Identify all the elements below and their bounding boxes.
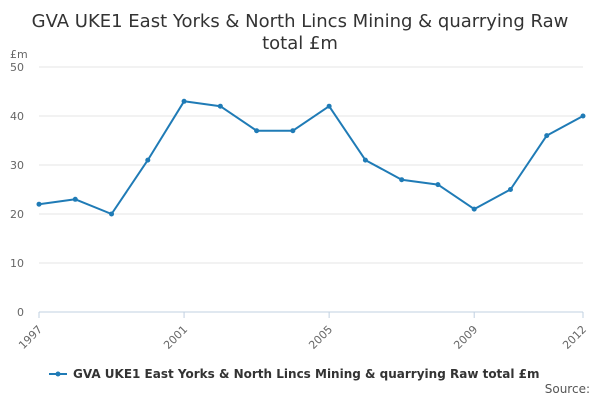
y-tick-label: 30	[10, 159, 24, 172]
y-axis-unit-label: £m	[10, 48, 28, 61]
data-point[interactable]	[72, 196, 78, 202]
series-line	[38, 100, 584, 215]
data-point[interactable]	[435, 182, 441, 188]
grid-lines	[39, 66, 583, 264]
x-tick-label: 1997	[16, 323, 45, 352]
data-point[interactable]	[181, 98, 187, 104]
tick-labels: 0 10 20 30 40 50 1997 2001 2005 2009 2012	[10, 61, 589, 352]
data-point[interactable]	[36, 201, 42, 207]
legend-entry-label: GVA UKE1 East Yorks & North Lincs Mining…	[73, 367, 540, 381]
data-point[interactable]	[109, 211, 115, 217]
x-tick-label: 2001	[161, 323, 190, 352]
source-label: Source:	[545, 382, 590, 396]
data-point[interactable]	[362, 157, 368, 163]
data-point[interactable]	[326, 103, 332, 109]
y-tick-label: 0	[17, 306, 24, 319]
y-tick-label: 40	[10, 110, 24, 123]
data-point[interactable]	[145, 157, 151, 163]
legend-swatch-marker	[55, 371, 61, 377]
data-point[interactable]	[399, 177, 405, 183]
x-tick-label: 2009	[451, 323, 480, 352]
chart-title-line-1: GVA UKE1 East Yorks & North Lincs Mining…	[32, 11, 569, 32]
y-tick-label: 50	[10, 61, 24, 74]
data-point[interactable]	[254, 128, 260, 134]
data-point[interactable]	[217, 103, 223, 109]
y-tick-label: 10	[10, 257, 24, 270]
axes	[38, 311, 584, 318]
chart-title-line-2: total £m	[262, 33, 338, 54]
y-tick-label: 20	[10, 208, 24, 221]
x-tick-label: 2012	[560, 323, 589, 352]
data-point[interactable]	[580, 113, 586, 119]
series-layer	[36, 98, 586, 217]
data-point[interactable]	[471, 206, 477, 212]
x-tick-label: 2005	[306, 323, 335, 352]
data-point[interactable]	[290, 128, 296, 134]
legend[interactable]: GVA UKE1 East Yorks & North Lincs Mining…	[49, 367, 540, 381]
data-point[interactable]	[544, 133, 550, 139]
data-point[interactable]	[507, 187, 513, 192]
